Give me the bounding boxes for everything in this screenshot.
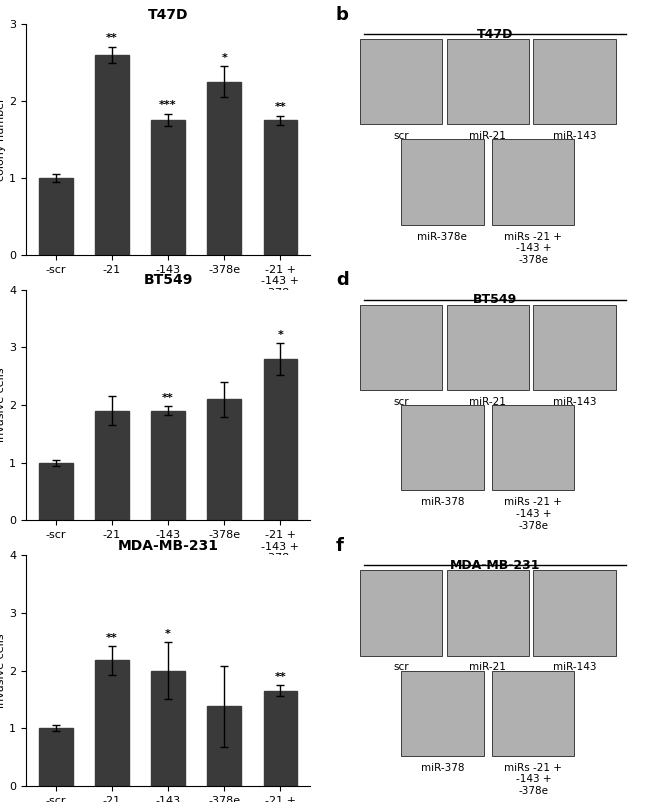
Text: ***: *** xyxy=(159,100,177,110)
Text: MDA-MB-231: MDA-MB-231 xyxy=(450,558,540,572)
Text: scr: scr xyxy=(393,397,409,407)
Text: **: ** xyxy=(274,672,286,682)
Bar xyxy=(39,728,73,786)
Bar xyxy=(492,670,575,756)
Text: miR-143: miR-143 xyxy=(552,397,596,407)
Text: miRs -21 +
-143 +
-378e: miRs -21 + -143 + -378e xyxy=(504,497,562,531)
Bar xyxy=(360,570,443,655)
Title: T47D: T47D xyxy=(148,7,188,22)
Text: BT549: BT549 xyxy=(473,293,517,306)
Text: miRs: miRs xyxy=(154,613,182,623)
Text: miR-21: miR-21 xyxy=(469,132,506,141)
Bar xyxy=(263,120,297,255)
Bar xyxy=(207,82,241,255)
Text: f: f xyxy=(336,537,344,555)
Text: miR-143: miR-143 xyxy=(552,132,596,141)
Text: miR-21: miR-21 xyxy=(469,397,506,407)
Bar xyxy=(447,305,529,390)
Text: miR-378: miR-378 xyxy=(421,763,464,773)
Text: miRs -21 +
-143 +
-378e: miRs -21 + -143 + -378e xyxy=(504,232,562,265)
Bar xyxy=(151,411,185,520)
Bar xyxy=(533,305,616,390)
Bar xyxy=(39,178,73,255)
Y-axis label: Fold change of
invasive cells: Fold change of invasive cells xyxy=(0,630,6,711)
Bar xyxy=(39,463,73,520)
Text: **: ** xyxy=(106,633,118,643)
Text: **: ** xyxy=(106,34,118,43)
Bar xyxy=(533,570,616,655)
Text: b: b xyxy=(336,6,348,23)
Bar xyxy=(151,120,185,255)
Text: *: * xyxy=(278,330,283,340)
Bar xyxy=(492,405,575,491)
Text: d: d xyxy=(336,271,348,289)
Bar xyxy=(263,358,297,520)
Bar xyxy=(447,39,529,124)
Bar xyxy=(360,305,443,390)
Text: miR-21: miR-21 xyxy=(469,662,506,672)
Text: miR-143: miR-143 xyxy=(552,662,596,672)
Bar xyxy=(95,660,129,786)
Text: miRs: miRs xyxy=(154,347,182,357)
Y-axis label: Fold change of
colony number: Fold change of colony number xyxy=(0,98,6,181)
Text: *: * xyxy=(221,53,228,63)
Title: MDA-MB-231: MDA-MB-231 xyxy=(118,538,218,553)
Text: scr: scr xyxy=(393,662,409,672)
Bar xyxy=(533,39,616,124)
Bar xyxy=(492,140,575,225)
Bar xyxy=(401,140,484,225)
Bar xyxy=(263,691,297,786)
Y-axis label: Fold change of
invasive cells: Fold change of invasive cells xyxy=(0,364,6,446)
Bar xyxy=(151,670,185,786)
Bar xyxy=(207,707,241,786)
Bar xyxy=(360,39,443,124)
Text: **: ** xyxy=(162,393,174,403)
Text: miRs -21 +
-143 +
-378e: miRs -21 + -143 + -378e xyxy=(504,763,562,796)
Bar xyxy=(447,570,529,655)
Bar xyxy=(95,411,129,520)
Text: miR-378e: miR-378e xyxy=(417,232,467,242)
Bar xyxy=(207,399,241,520)
Bar xyxy=(95,55,129,255)
Text: miR-378: miR-378 xyxy=(421,497,464,508)
Text: T47D: T47D xyxy=(476,27,513,41)
Bar xyxy=(401,670,484,756)
Text: **: ** xyxy=(274,102,286,111)
Text: *: * xyxy=(165,629,171,638)
Text: scr: scr xyxy=(393,132,409,141)
Title: BT549: BT549 xyxy=(144,273,193,287)
Bar xyxy=(401,405,484,491)
